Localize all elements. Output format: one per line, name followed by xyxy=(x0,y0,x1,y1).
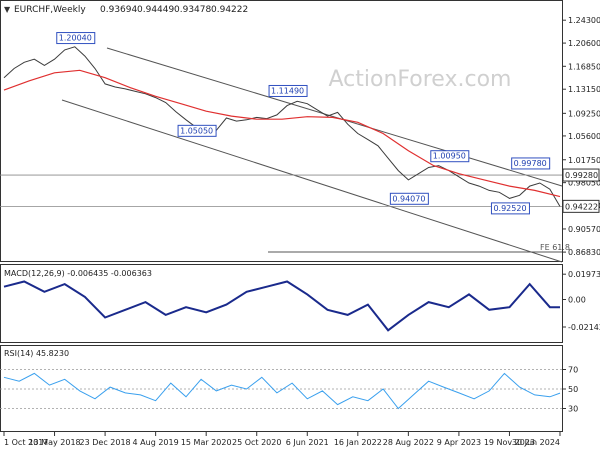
time-tick-label: 13 May 2018 xyxy=(28,438,80,447)
price-tick-label: 1.13150 xyxy=(568,85,600,94)
rsi-line xyxy=(3,372,561,410)
time-tick-label: 19 Nov 2023 xyxy=(484,438,535,447)
fe-label: FE 61.8 xyxy=(540,243,570,252)
chart-title-arrow: ▼ xyxy=(4,5,11,14)
hline-box xyxy=(562,168,600,182)
time-tick-label: 16 Jan 2022 xyxy=(334,438,382,447)
annotation-box xyxy=(490,202,530,215)
price-tick-label: 1.20600 xyxy=(568,39,600,48)
price-tick-label: 1.09250 xyxy=(568,109,600,118)
time-tick-label: 4 Aug 2019 xyxy=(133,438,179,447)
rsi-axis: 70 50 30 xyxy=(0,366,578,414)
channel-upper-line xyxy=(106,47,563,187)
annotation-box xyxy=(511,157,551,170)
price-series xyxy=(3,46,561,207)
macd-series xyxy=(3,280,560,332)
hline-box xyxy=(562,199,600,213)
macd-panel-frame xyxy=(0,264,563,343)
ohlc-close: 0.94222 xyxy=(211,5,248,15)
watermark: ActionForex.com xyxy=(329,67,512,92)
rsi-tick-label: 50 xyxy=(568,385,578,394)
price-axis: 1.24300 1.20600 1.16850 1.13150 1.09250 1.056… xyxy=(562,16,600,257)
macd-tick-label: 0.019733 xyxy=(568,270,600,279)
price-tick-label: 1.24300 xyxy=(568,16,600,25)
macd-line xyxy=(3,280,560,332)
annotation-box xyxy=(389,192,429,205)
time-tick-label: 25 Oct 2020 xyxy=(232,438,281,447)
time-tick-label: 9 Apr 2023 xyxy=(437,438,481,447)
annotation-label: 1.00950 xyxy=(433,152,466,161)
ohlc-high: 0.94449 xyxy=(137,5,174,15)
price-tick-label: 0.98050 xyxy=(568,179,600,188)
annotation-label: 0.94070 xyxy=(392,194,425,203)
annotation-label: 0.92520 xyxy=(493,204,526,213)
annotation-label: 1.11490 xyxy=(271,86,304,95)
price-tick-label: 0.86830 xyxy=(568,248,600,257)
series-line-close xyxy=(3,46,561,207)
rsi-panel-frame xyxy=(0,345,563,432)
chart-title: EURCHF,Weekly xyxy=(14,5,86,15)
time-tick-label: 30 Jun 2024 xyxy=(512,438,560,447)
series-line-ma xyxy=(3,69,561,198)
annotation-label: 1.05050 xyxy=(180,126,213,135)
macd-tick-label: -0.021424 xyxy=(568,323,600,332)
annotation-box xyxy=(177,124,217,137)
annotation-label: 1.20040 xyxy=(59,34,92,43)
price-annotations: 1.20040 1.05050 1.11490 1.00950 0.94070 0.925… xyxy=(56,32,551,215)
hline-label: 0.99280 xyxy=(565,171,598,180)
price-tick-label: 1.05600 xyxy=(568,132,600,141)
annotation-box xyxy=(268,84,308,97)
price-tick-label: 1.16850 xyxy=(568,62,600,71)
rsi-tick-label: 70 xyxy=(568,366,578,375)
rsi-series xyxy=(3,372,561,410)
price-tick-label: 0.90570 xyxy=(568,225,600,234)
horizontal-levels: 0.99280 0.94222 xyxy=(0,168,600,213)
hline-label: 0.94222 xyxy=(565,202,598,211)
time-tick-label: 15 Mar 2020 xyxy=(181,438,232,447)
time-tick-label: 6 Jun 2021 xyxy=(286,438,329,447)
time-tick-label: 23 Dec 2018 xyxy=(80,438,131,447)
annotation-label: 0.99780 xyxy=(514,159,547,168)
macd-label: MACD(12,26,9) -0.006435 -0.006363 xyxy=(4,269,152,278)
annotation-box xyxy=(56,32,96,45)
ohlc-low: 0.93478 xyxy=(174,5,211,15)
macd-axis: 0.019733 0.00 -0.021424 xyxy=(562,270,600,332)
time-tick-label: 1 Oct 2017 xyxy=(4,438,48,447)
rsi-tick-label: 30 xyxy=(568,405,578,414)
annotation-box xyxy=(430,150,470,163)
time-tick-label: 28 Aug 2022 xyxy=(383,438,434,447)
rsi-label: RSI(14) 45.8230 xyxy=(4,349,69,358)
ohlc-open: 0.93694 xyxy=(100,5,137,15)
macd-tick-label: 0.00 xyxy=(568,296,586,305)
channel-lower-line xyxy=(61,99,563,263)
price-tick-label: 1.01750 xyxy=(568,156,600,165)
